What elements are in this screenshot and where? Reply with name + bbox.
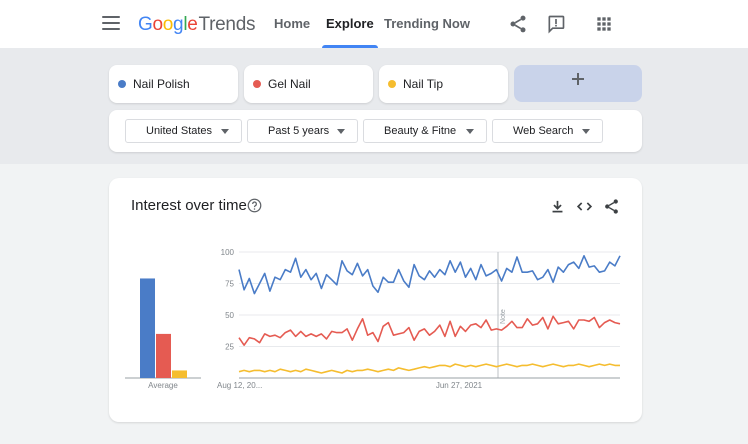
chevron-down-icon <box>337 129 345 134</box>
interest-over-time-card: Interest over time Average 100 75 50 25 … <box>109 178 642 422</box>
interest-chart: Average 100 75 50 25 Note Aug 12, 20... … <box>125 248 621 390</box>
chart-gridlines <box>239 251 620 347</box>
menu-icon[interactable] <box>102 16 120 32</box>
y-tick-label: 75 <box>225 280 234 289</box>
y-tick-label: 100 <box>221 248 235 257</box>
feedback-icon[interactable] <box>546 14 566 34</box>
embed-icon[interactable] <box>576 198 593 215</box>
google-trends-logo[interactable]: GoogleTrends <box>138 14 256 35</box>
download-icon[interactable] <box>549 198 566 215</box>
x-tick-label: Aug 12, 20... <box>217 381 262 390</box>
app-header: GoogleTrends Home Explore Trending Now <box>0 0 748 48</box>
region-filter[interactable]: United States <box>125 119 242 143</box>
nav-trending-now[interactable]: Trending Now <box>384 16 470 31</box>
average-bar-gel-nail <box>156 333 171 378</box>
search-type-filter[interactable]: Web Search <box>492 119 603 143</box>
search-term-2[interactable]: Gel Nail <box>244 65 373 103</box>
help-icon[interactable] <box>247 198 262 213</box>
term-color-dot <box>253 80 261 88</box>
y-tick-label: 50 <box>225 311 234 320</box>
card-title: Interest over time <box>131 197 247 214</box>
term-label: Nail Polish <box>133 77 190 91</box>
apps-icon[interactable] <box>594 14 614 34</box>
term-color-dot <box>388 80 396 88</box>
y-tick-label: 25 <box>225 343 234 352</box>
term-label: Nail Tip <box>403 77 444 91</box>
plus-icon <box>572 73 584 85</box>
note-marker-label[interactable]: Note <box>500 309 507 324</box>
term-label: Gel Nail <box>268 77 311 91</box>
filters-panel: United States Past 5 years Beauty & Fitn… <box>109 110 642 152</box>
nav-home[interactable]: Home <box>274 16 311 31</box>
share-icon[interactable] <box>603 198 620 215</box>
search-term-1[interactable]: Nail Polish <box>109 65 238 103</box>
average-bar-nail-polish <box>140 278 155 378</box>
nav-explore[interactable]: Explore <box>322 0 378 48</box>
series-line-gel-nail <box>238 315 621 346</box>
term-color-dot <box>118 80 126 88</box>
search-term-3[interactable]: Nail Tip <box>379 65 508 103</box>
series-line-nail-polish <box>238 255 621 295</box>
add-comparison-button[interactable] <box>514 65 642 102</box>
time-range-filter[interactable]: Past 5 years <box>247 119 358 143</box>
average-label: Average <box>148 381 178 390</box>
chevron-down-icon <box>221 129 229 134</box>
series-line-nail-tip <box>238 363 620 374</box>
chevron-down-icon <box>582 129 590 134</box>
category-filter[interactable]: Beauty & Fitness <box>363 119 487 143</box>
compare-panel: Nail Polish Gel Nail Nail Tip United Sta… <box>0 48 748 164</box>
share-icon[interactable] <box>508 14 528 34</box>
x-tick-label: Jun 27, 2021 <box>436 381 483 390</box>
average-bar-nail-tip <box>172 370 187 378</box>
chevron-down-icon <box>466 129 474 134</box>
